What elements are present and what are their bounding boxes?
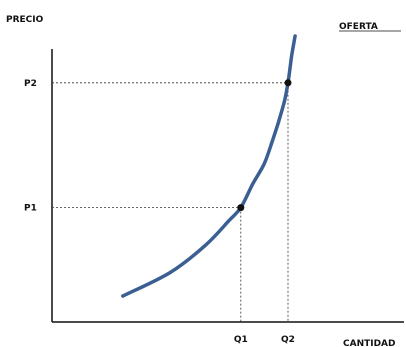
y-tick-label-1: P1 [24,204,37,214]
x-axis-label: CANTIDAD [343,339,396,347]
x-tick-label-2: Q2 [281,335,295,345]
marker-point-1 [237,204,245,212]
y-tick-label-2: P2 [24,79,37,89]
marker-points [237,79,292,212]
guide-lines [52,82,289,322]
legend-oferta-label: OFERTA [339,22,378,32]
oferta-curve [121,34,297,298]
marker-point-2 [284,79,292,87]
y-axis-label: PRECIO [6,15,44,25]
tick-labels: P1 Q1 P2 Q2 [24,79,295,345]
x-tick-label-1: Q1 [234,335,248,345]
